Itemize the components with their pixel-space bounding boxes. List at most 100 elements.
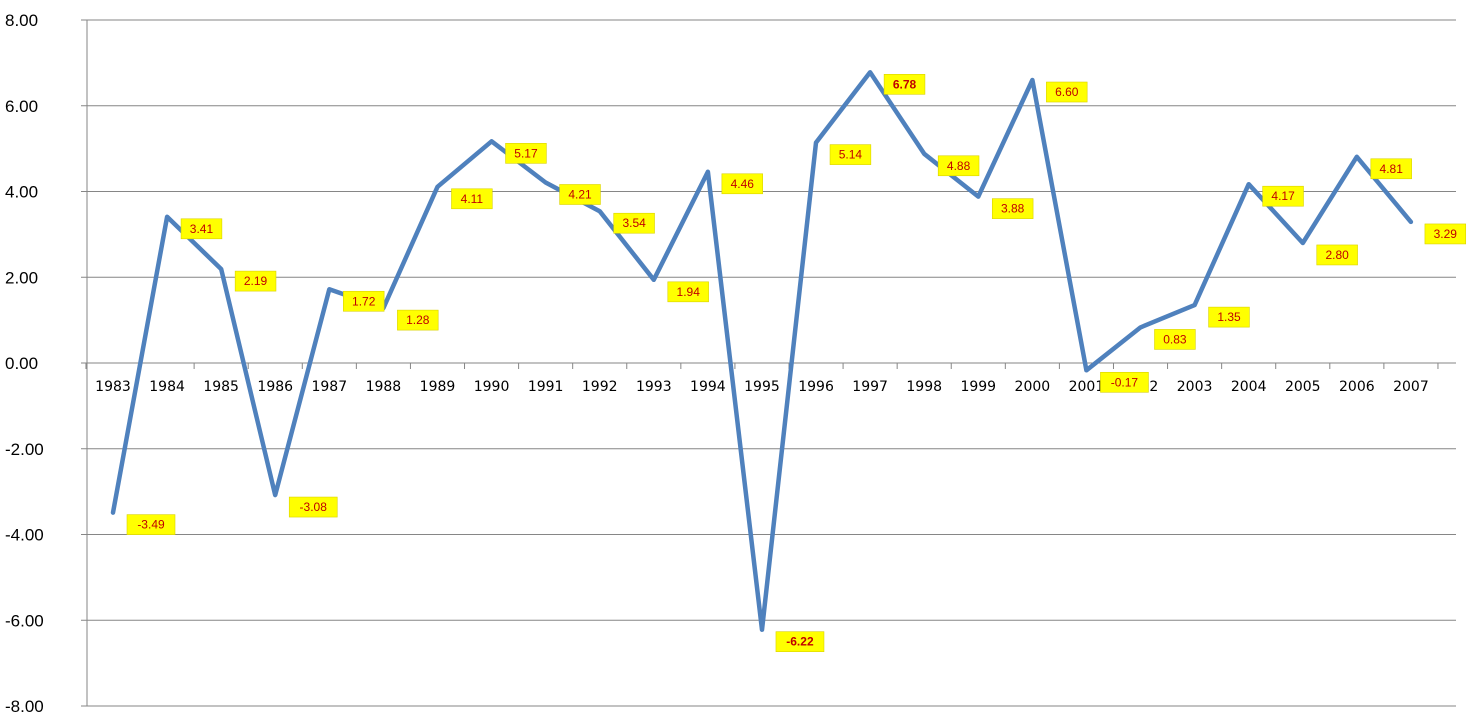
data-label: 4.21 (559, 184, 601, 205)
data-label-text: 6.78 (893, 77, 917, 91)
data-label-text: 1.35 (1217, 310, 1241, 324)
data-point (597, 208, 603, 214)
series-line-group (110, 69, 1414, 633)
data-point (1300, 240, 1306, 246)
x-tick-label: 2003 (1177, 379, 1213, 395)
y-tick-label: -8.00 (5, 697, 44, 712)
y-tick-label: 8.00 (5, 11, 38, 30)
data-point (1408, 219, 1414, 225)
data-point (1192, 302, 1198, 308)
data-label-box (180, 218, 223, 240)
data-label: 5.17 (505, 143, 547, 164)
y-tick-label: 0.00 (5, 354, 38, 373)
data-point (1246, 181, 1252, 187)
data-point (867, 69, 873, 75)
data-label: -3.08 (288, 496, 338, 518)
x-tick-label: 2005 (1285, 379, 1321, 395)
data-label-text: 3.54 (622, 216, 646, 230)
data-label: 2.19 (234, 270, 277, 292)
y-tick-label: 6.00 (5, 97, 38, 116)
x-tick-label: 1993 (636, 379, 672, 395)
data-label-box (451, 188, 493, 210)
data-label-text: 4.17 (1271, 189, 1295, 203)
y-tick-label: -6.00 (5, 611, 44, 630)
data-label: 4.88 (937, 155, 980, 177)
x-tick-label: 1983 (95, 379, 131, 395)
data-point (813, 140, 819, 146)
data-label-box (1046, 81, 1088, 103)
data-point (975, 194, 981, 200)
data-label: 2.80 (1316, 244, 1358, 266)
data-label-text: 4.81 (1380, 162, 1404, 176)
data-point (326, 286, 332, 292)
x-tick-label: 2004 (1231, 379, 1267, 395)
x-tick-label: 1984 (149, 379, 185, 395)
data-point (489, 138, 495, 144)
y-tick-label: 2.00 (5, 268, 38, 287)
data-point (705, 169, 711, 175)
x-tick-label: 1999 (960, 379, 996, 395)
data-label: 4.81 (1370, 158, 1412, 180)
gridlines (87, 19, 1456, 707)
data-label: -6.22 (775, 631, 825, 652)
data-label-box (397, 309, 439, 331)
data-label-box (505, 143, 547, 164)
data-point (1354, 154, 1360, 160)
data-label-text: 3.29 (1434, 227, 1458, 241)
x-tick-label: 2006 (1339, 379, 1375, 395)
data-label-text: 4.11 (461, 192, 484, 206)
data-label: 1.72 (343, 290, 385, 312)
data-label-box (234, 270, 277, 292)
data-label-box (613, 212, 655, 234)
data-label-box (991, 198, 1034, 219)
y-tick-label: 4.00 (5, 183, 38, 202)
data-point (759, 627, 765, 633)
data-label-text: 4.21 (568, 187, 592, 201)
data-label-text: -6.22 (786, 635, 814, 649)
data-label-text: 4.88 (947, 159, 971, 173)
data-label-box (937, 155, 980, 177)
data-label: -3.49 (126, 514, 176, 535)
x-tick-label: 1987 (311, 379, 347, 395)
data-label-box (343, 290, 385, 312)
x-tick-label: 1994 (690, 379, 726, 395)
x-tick-label: 1996 (798, 379, 834, 395)
data-point (543, 179, 549, 185)
data-point (921, 151, 927, 157)
data-label-text: -3.08 (300, 500, 328, 514)
data-label-box (1262, 185, 1304, 207)
y-tick-label: -4.00 (5, 526, 44, 545)
data-label: 3.54 (613, 212, 655, 234)
data-point (434, 184, 440, 190)
data-label: -0.17 (1100, 371, 1149, 393)
data-point (272, 492, 278, 498)
data-label: 1.28 (397, 309, 439, 331)
data-label-box (1154, 329, 1196, 350)
data-label-box (1316, 244, 1358, 266)
x-tick-label: 1986 (257, 379, 293, 395)
x-tick-label: 1991 (528, 379, 564, 395)
x-tick-label: 1992 (582, 379, 618, 395)
data-label-box (1370, 158, 1412, 180)
data-labels: -3.49 3.41 2.19 -3.08 1.72 1.28 4.11 5.17 4.21 3.… (126, 74, 1467, 652)
data-point (1029, 77, 1035, 83)
x-tick-label: 2000 (1015, 379, 1051, 395)
data-label: 1.35 (1208, 306, 1250, 328)
data-label-box (829, 144, 872, 165)
data-label-text: -3.49 (137, 518, 165, 532)
data-label-box (288, 496, 338, 518)
x-tick-label: 1998 (906, 379, 942, 395)
data-label: 4.17 (1262, 185, 1304, 207)
x-tick-label: 1989 (420, 379, 456, 395)
data-label-text: 3.41 (190, 222, 214, 236)
data-label: 6.60 (1046, 81, 1088, 103)
data-label-text: 5.17 (514, 146, 538, 160)
x-tick-label: 2007 (1393, 379, 1429, 395)
data-point (651, 277, 657, 283)
x-axis: 1983 1984 1985 1986 1987 1988 1989 1990 1991 1992… (85, 363, 1439, 395)
data-label-box (721, 173, 763, 195)
data-label-text: 6.60 (1055, 85, 1079, 99)
data-label: 3.88 (991, 198, 1034, 219)
data-label-box (559, 184, 601, 205)
